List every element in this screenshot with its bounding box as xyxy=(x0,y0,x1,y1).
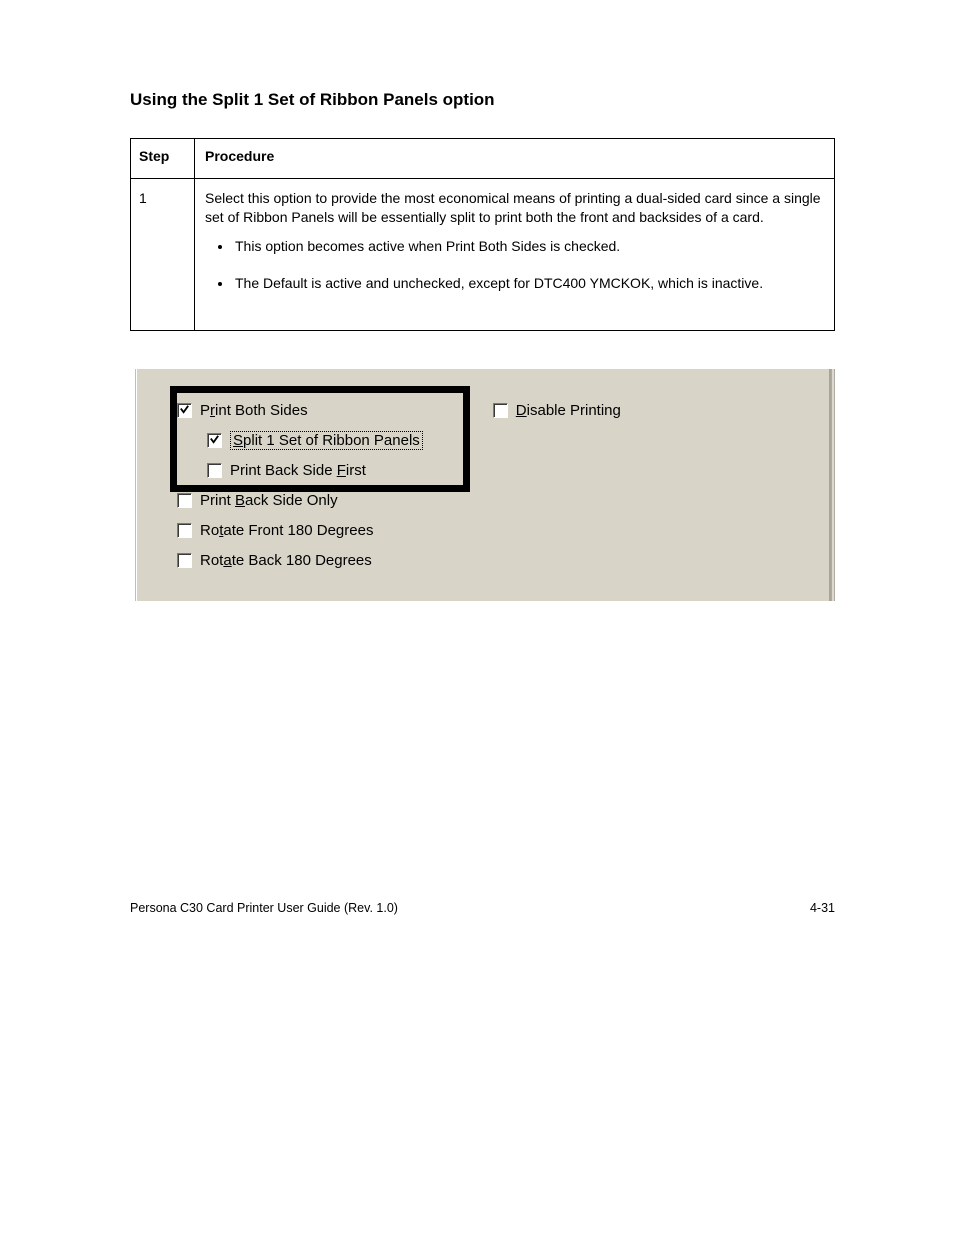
print-back-side-only-checkbox-label: Print Back Side Only xyxy=(200,492,338,509)
print-back-side-only-checkbox[interactable]: Print Back Side Only xyxy=(177,485,423,515)
rotate-back-180-checkbox-box[interactable] xyxy=(177,553,192,568)
rotate-front-180-checkbox-label: Rotate Front 180 Degrees xyxy=(200,522,373,539)
print-both-sides-checkbox-label: Print Both Sides xyxy=(200,402,308,419)
table-procedure-cell: Select this option to provide the most e… xyxy=(195,178,835,331)
rotate-front-180-checkbox[interactable]: Rotate Front 180 Degrees xyxy=(177,515,423,545)
split-ribbon-panels-checkbox-box[interactable] xyxy=(207,433,222,448)
split-ribbon-panels-checkbox-label: Split 1 Set of Ribbon Panels xyxy=(230,432,423,449)
print-back-side-first-checkbox[interactable]: Print Back Side First xyxy=(177,455,423,485)
disable-printing-checkbox[interactable]: Disable Printing xyxy=(493,395,621,425)
table-header-step: Step xyxy=(131,139,195,179)
print-both-sides-checkbox[interactable]: Print Both Sides xyxy=(177,395,423,425)
rotate-front-180-checkbox-box[interactable] xyxy=(177,523,192,538)
disable-printing-checkbox-box[interactable] xyxy=(493,403,508,418)
procedure-table: Step Procedure 1 Select this option to p… xyxy=(130,138,835,331)
print-back-side-only-checkbox-box[interactable] xyxy=(177,493,192,508)
print-back-side-first-checkbox-box[interactable] xyxy=(207,463,222,478)
procedure-bullet: The Default is active and unchecked, exc… xyxy=(233,274,824,293)
procedure-intro: Select this option to provide the most e… xyxy=(205,189,824,227)
print-back-side-first-checkbox-label: Print Back Side First xyxy=(230,462,366,479)
print-both-sides-checkbox-box[interactable] xyxy=(177,403,192,418)
table-header-procedure: Procedure xyxy=(195,139,835,179)
footer-page-number: 4-31 xyxy=(810,901,835,915)
section-title: Using the Split 1 Set of Ribbon Panels o… xyxy=(130,90,839,110)
panel-right-ridge xyxy=(831,369,835,601)
split-ribbon-panels-checkbox[interactable]: Split 1 Set of Ribbon Panels xyxy=(177,425,423,455)
rotate-back-180-checkbox[interactable]: Rotate Back 180 Degrees xyxy=(177,545,423,575)
disable-printing-checkbox-label: Disable Printing xyxy=(516,402,621,419)
rotate-back-180-checkbox-label: Rotate Back 180 Degrees xyxy=(200,552,372,569)
screenshot-panel: Print Both Sides Split 1 Set of Ribbon Pa… xyxy=(130,369,835,601)
procedure-bullet: This option becomes active when Print Bo… xyxy=(233,237,824,256)
table-step-number: 1 xyxy=(131,178,195,331)
footer-doc-title: Persona C30 Card Printer User Guide (Rev… xyxy=(130,901,398,915)
